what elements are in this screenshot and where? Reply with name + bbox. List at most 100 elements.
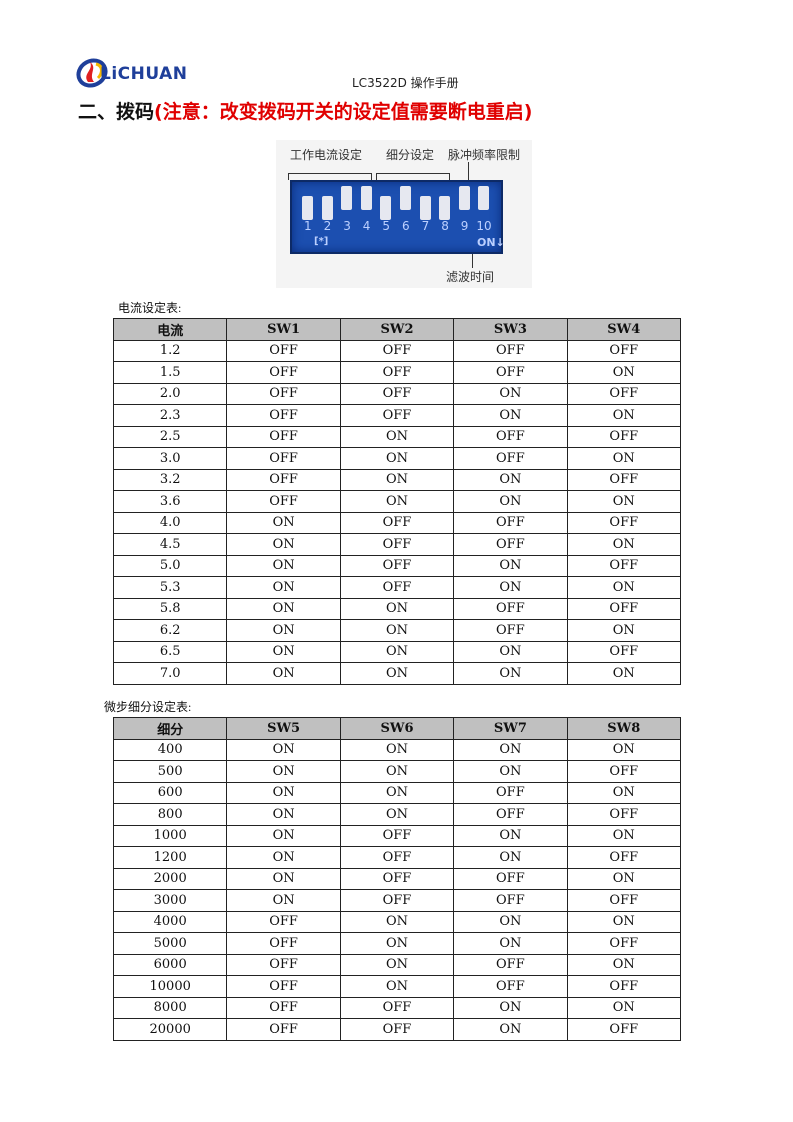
filter-leader-line bbox=[472, 254, 473, 268]
current-table-caption: 电流设定表: bbox=[118, 301, 182, 315]
bracket-microstep bbox=[376, 173, 450, 180]
value-cell: 6000 bbox=[112, 953, 228, 976]
header-row: 电流 SW1 SW2 SW3 SW4 bbox=[112, 318, 682, 341]
switch-state-cell: ON bbox=[339, 953, 455, 976]
value-cell: 2.0 bbox=[112, 382, 228, 405]
switch-state-cell: OFF bbox=[453, 361, 568, 384]
value-cell: 10000 bbox=[112, 975, 228, 998]
switch-state-cell: OFF bbox=[453, 953, 568, 976]
switch-state-cell: ON bbox=[566, 447, 682, 470]
table-row: 8000 OFF OFF ON ON bbox=[112, 996, 682, 1019]
value-cell: 3000 bbox=[112, 889, 228, 912]
column-header: SW2 bbox=[339, 318, 455, 341]
switch-number: 1 bbox=[304, 219, 312, 233]
value-cell: 5.8 bbox=[112, 597, 228, 620]
switch-state-cell: ON bbox=[566, 867, 682, 890]
dip-switch-body: 1 2 3 4 5 6 7 8 9 10 [*] ON↓ bbox=[290, 180, 505, 254]
lichuan-logo bbox=[76, 58, 108, 88]
value-cell: 6.2 bbox=[112, 619, 228, 642]
switch-state-cell: OFF bbox=[566, 1018, 682, 1041]
switch-state-cell: ON bbox=[566, 404, 682, 427]
value-cell: 5000 bbox=[112, 932, 228, 955]
dip-switch-lever-9 bbox=[458, 186, 470, 210]
column-header: SW3 bbox=[453, 318, 568, 341]
switch-state-cell: ON bbox=[339, 425, 455, 448]
value-cell: 800 bbox=[112, 803, 228, 826]
switch-state-cell: ON bbox=[453, 382, 568, 405]
document-title: LC3522D 操作手册 bbox=[352, 76, 459, 90]
table-row: 6000 OFF ON OFF ON bbox=[112, 953, 682, 976]
column-header: SW4 bbox=[566, 318, 682, 341]
dip-switch-figure: 工作电流设定 细分设定 脉冲频率限制 1 2 3 4 5 6 7 8 9 10 [*] ON↓ 滤… bbox=[276, 140, 532, 288]
value-cell: 600 bbox=[112, 781, 228, 804]
switch-number: 5 bbox=[382, 219, 391, 233]
switch-state-cell: ON bbox=[226, 889, 341, 912]
switch-state-cell: OFF bbox=[339, 996, 455, 1019]
switch-state-cell: ON bbox=[453, 932, 568, 955]
switch-state-cell: ON bbox=[566, 910, 682, 933]
switch-state-cell: ON bbox=[453, 910, 568, 933]
switch-state-cell: ON bbox=[226, 738, 341, 761]
table-row: 6.5 ON ON ON OFF bbox=[112, 640, 682, 663]
switch-state-cell: OFF bbox=[339, 361, 455, 384]
switch-state-cell: ON bbox=[226, 824, 341, 847]
switch-state-cell: OFF bbox=[339, 867, 455, 890]
microstep-setting-table: 细分 SW5 SW6 SW7 SW8 400 ON ON ON ON 500 ON ON ON OFF 600… bbox=[112, 717, 682, 1041]
switch-state-cell: OFF bbox=[226, 975, 341, 998]
switch-state-cell: ON bbox=[339, 760, 455, 783]
switch-state-cell: OFF bbox=[339, 576, 455, 599]
table-row: 1200 ON OFF ON OFF bbox=[112, 846, 682, 869]
table-row: 2.0 OFF OFF ON OFF bbox=[112, 382, 682, 405]
value-cell: 400 bbox=[112, 738, 228, 761]
value-cell: 1000 bbox=[112, 824, 228, 847]
table-row: 1000 ON OFF ON ON bbox=[112, 824, 682, 847]
switch-state-cell: ON bbox=[566, 619, 682, 642]
dip-switch-lever-5 bbox=[380, 196, 392, 220]
switch-state-cell: ON bbox=[566, 738, 682, 761]
switch-state-cell: ON bbox=[226, 597, 341, 620]
bracket-current bbox=[288, 173, 372, 180]
table-row: 3.2 OFF ON ON OFF bbox=[112, 468, 682, 491]
switch-state-cell: ON bbox=[453, 468, 568, 491]
value-cell: 5.3 bbox=[112, 576, 228, 599]
switch-state-cell: OFF bbox=[566, 468, 682, 491]
switch-state-cell: OFF bbox=[339, 382, 455, 405]
switch-state-cell: OFF bbox=[566, 803, 682, 826]
switch-state-cell: ON bbox=[226, 662, 341, 685]
switch-state-cell: ON bbox=[226, 640, 341, 663]
switch-state-cell: OFF bbox=[226, 468, 341, 491]
value-cell: 4.5 bbox=[112, 533, 228, 556]
column-header: SW6 bbox=[339, 717, 455, 740]
switch-number: 2 bbox=[323, 219, 332, 233]
switch-state-cell: ON bbox=[566, 781, 682, 804]
value-cell: 8000 bbox=[112, 996, 228, 1019]
switch-state-cell: ON bbox=[226, 511, 341, 534]
switch-state-cell: ON bbox=[226, 619, 341, 642]
switch-state-cell: ON bbox=[226, 760, 341, 783]
switch-state-cell: OFF bbox=[453, 803, 568, 826]
switch-state-cell: OFF bbox=[566, 382, 682, 405]
switch-state-cell: ON bbox=[339, 975, 455, 998]
switch-state-cell: ON bbox=[453, 996, 568, 1019]
switch-state-cell: ON bbox=[226, 846, 341, 869]
switch-state-cell: ON bbox=[453, 760, 568, 783]
table-row: 5.3 ON OFF ON ON bbox=[112, 576, 682, 599]
switch-state-cell: ON bbox=[566, 533, 682, 556]
table-row: 20000 OFF OFF ON OFF bbox=[112, 1018, 682, 1041]
switch-state-cell: ON bbox=[226, 867, 341, 890]
table-row: 2000 ON OFF OFF ON bbox=[112, 867, 682, 890]
switch-state-cell: OFF bbox=[339, 533, 455, 556]
switch-state-cell: OFF bbox=[566, 760, 682, 783]
table-row: 3.6 OFF ON ON ON bbox=[112, 490, 682, 513]
switch-state-cell: OFF bbox=[226, 910, 341, 933]
switch-state-cell: OFF bbox=[566, 975, 682, 998]
switch-state-cell: ON bbox=[453, 846, 568, 869]
value-cell: 1.2 bbox=[112, 339, 228, 362]
switch-state-cell: OFF bbox=[339, 1018, 455, 1041]
table-row: 5.0 ON OFF ON OFF bbox=[112, 554, 682, 577]
switch-state-cell: OFF bbox=[453, 511, 568, 534]
table-row: 6.2 ON ON OFF ON bbox=[112, 619, 682, 642]
mark-label: [*] bbox=[314, 236, 329, 247]
switch-state-cell: ON bbox=[453, 824, 568, 847]
